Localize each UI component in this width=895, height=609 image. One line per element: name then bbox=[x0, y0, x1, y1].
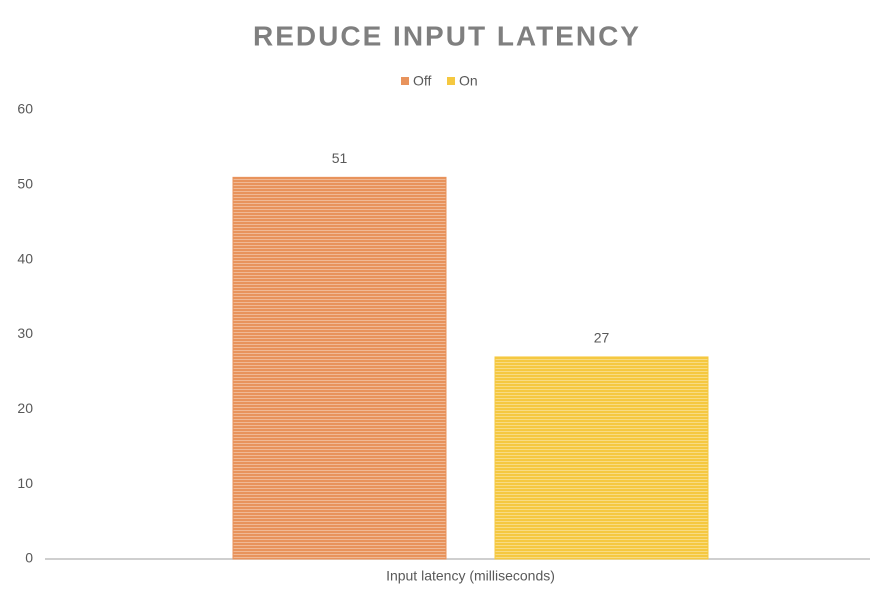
data-label: 27 bbox=[594, 330, 610, 346]
y-tick-label: 40 bbox=[17, 250, 33, 266]
legend-label: Off bbox=[413, 73, 432, 89]
y-tick-label: 60 bbox=[17, 101, 33, 117]
data-label: 51 bbox=[332, 150, 348, 166]
y-tick-label: 20 bbox=[17, 400, 33, 416]
y-tick-label: 10 bbox=[17, 475, 33, 491]
bar bbox=[232, 176, 447, 560]
legend-swatch bbox=[447, 77, 455, 85]
x-tick-label: Input latency (milliseconds) bbox=[386, 568, 555, 584]
legend-label: On bbox=[459, 73, 478, 89]
legend-swatch bbox=[401, 77, 409, 85]
y-tick-label: 50 bbox=[17, 176, 33, 192]
chart-title: REDUCE INPUT LATENCY bbox=[253, 20, 641, 51]
y-tick-label: 0 bbox=[25, 550, 33, 566]
y-tick-label: 30 bbox=[17, 325, 33, 341]
bar bbox=[494, 356, 709, 560]
